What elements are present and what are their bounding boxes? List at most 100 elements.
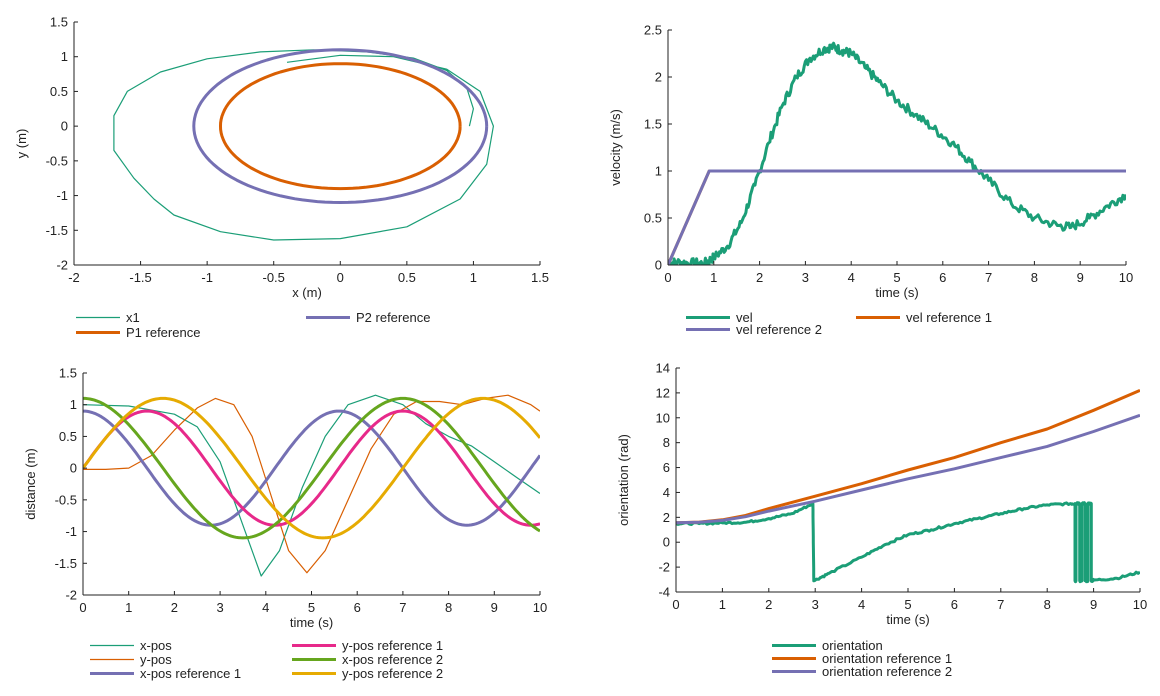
x-tick-label: -1.5: [129, 270, 151, 285]
x-tick-label: 0.5: [398, 270, 416, 285]
legend-item-1: x-pos: [90, 638, 172, 653]
y-tick-label: 10: [656, 410, 670, 425]
x-tick-label: 0: [672, 597, 679, 612]
x-tick-label: 2: [756, 270, 763, 285]
y-tick-label: 8: [663, 435, 670, 450]
x-tick-label: 2: [765, 597, 772, 612]
y-tick-label: -1: [65, 524, 77, 539]
x-tick-label: 9: [491, 600, 498, 615]
x-tick-label: 5: [904, 597, 911, 612]
legend-label: x-pos reference 2: [342, 652, 443, 667]
series-line-3: [192, 48, 489, 204]
x-axis-label: x (m): [292, 285, 322, 300]
legend-item-3: P2 reference: [306, 310, 430, 325]
x-tick-label: 4: [848, 270, 855, 285]
x-tick-label: 5: [308, 600, 315, 615]
x-tick-label: 7: [997, 597, 1004, 612]
legend-label: vel reference 1: [906, 310, 992, 325]
x-tick-label: 1: [125, 600, 132, 615]
series-group: [676, 389, 1140, 584]
x-tick-label: 10: [1119, 270, 1133, 285]
legend-item-1: x1: [76, 310, 140, 325]
x-tick-label: 1.5: [531, 270, 549, 285]
x-tick-label: 1: [470, 270, 477, 285]
x-axis-label: time (s): [875, 285, 918, 300]
y-axis-label: y (m): [14, 129, 29, 159]
y-tick-label: 1.5: [50, 15, 68, 30]
x-tick-label: 5: [893, 270, 900, 285]
y-tick-label: 1.5: [644, 117, 662, 132]
chart-vel: 0 1 2 3 4 5 6 7 8 9 10 0 0.5 1 1.5 2 2.5 time (s) velocity…: [608, 23, 1133, 338]
legend-item-6: y-pos reference 2: [292, 666, 443, 681]
y-tick-label: 6: [663, 460, 670, 475]
x-axis-label: time (s): [290, 615, 333, 630]
x-tick-label: 8: [445, 600, 452, 615]
chart-traj: -2 -1.5 -1 -0.5 0 0.5 1 1.5 -2 -1.5 -1 -0.5 0 0.5 1 1.5…: [14, 15, 549, 341]
x-tick-label: 3: [802, 270, 809, 285]
x-tick-label: -2: [68, 270, 80, 285]
x-tick-label: 2: [171, 600, 178, 615]
y-axis-label: orientation (rad): [616, 434, 631, 526]
series-line-2: [83, 394, 540, 574]
legend-label: P2 reference: [356, 310, 430, 325]
legend-item-1: orientation: [772, 638, 883, 653]
legend-item-1: vel: [686, 310, 753, 325]
series-line-3: [668, 169, 1126, 265]
x-tick-label: 0: [337, 270, 344, 285]
series-group: [83, 394, 540, 577]
x-tick-label: -0.5: [263, 270, 285, 285]
y-tick-label: 0: [663, 535, 670, 550]
y-tick-label: -2: [658, 560, 670, 575]
legend-label: x1: [126, 310, 140, 325]
legend-item-2: P1 reference: [76, 325, 200, 340]
y-tick-label: 0: [70, 461, 77, 476]
legend-label: y-pos reference 2: [342, 666, 443, 681]
x-tick-label: 1: [710, 270, 717, 285]
x-tick-label: 7: [399, 600, 406, 615]
x-tick-label: 10: [533, 600, 547, 615]
series-line-1: [668, 41, 1126, 265]
y-tick-label: 12: [656, 385, 670, 400]
x-tick-label: 0: [79, 600, 86, 615]
y-tick-label: -4: [658, 585, 670, 600]
y-tick-label: 0.5: [59, 429, 77, 444]
series-line-4: [83, 409, 540, 527]
series-line-2: [219, 62, 462, 191]
x-tick-label: 9: [1077, 270, 1084, 285]
y-tick-label: 2: [663, 510, 670, 525]
y-tick-label: 1: [655, 164, 662, 179]
y-tick-label: 0: [655, 258, 662, 273]
x-tick-label: 3: [216, 600, 223, 615]
legend-item-2: vel reference 1: [856, 310, 992, 325]
series-line-1: [676, 501, 1140, 584]
legend-label: orientation: [822, 638, 883, 653]
legend: vel vel reference 1 vel reference 2: [686, 310, 992, 337]
x-tick-label: 3: [812, 597, 819, 612]
y-tick-label: 1.5: [59, 366, 77, 381]
y-tick-label: -0.5: [55, 492, 77, 507]
legend-item-2: y-pos: [90, 652, 172, 667]
chart-dist: 0 1 2 3 4 5 6 7 8 9 10 -2 -1.5 -1 -0.5 0 0.5 1 1.5 time (s)…: [23, 366, 547, 682]
legend-item-4: y-pos reference 1: [292, 638, 443, 653]
y-tick-label: -0.5: [46, 153, 68, 168]
y-axis-label: distance (m): [23, 448, 38, 520]
y-tick-label: 0.5: [644, 211, 662, 226]
y-tick-label: 14: [656, 361, 670, 376]
x-tick-label: 8: [1044, 597, 1051, 612]
y-tick-label: 1: [61, 49, 68, 64]
series-group: [668, 41, 1126, 265]
series-line-2: [668, 169, 1126, 265]
legend-item-3: orientation reference 2: [772, 664, 952, 679]
legend-item-5: x-pos reference 2: [292, 652, 443, 667]
legend-label: orientation reference 1: [822, 651, 952, 666]
series-group: [113, 48, 494, 241]
legend-label: x-pos: [140, 638, 172, 653]
series-line-1: [113, 49, 494, 241]
x-tick-label: 6: [951, 597, 958, 612]
legend-item-2: orientation reference 1: [772, 651, 952, 666]
legend-label: x-pos reference 1: [140, 666, 241, 681]
y-tick-label: -2: [56, 258, 68, 273]
x-tick-label: 8: [1031, 270, 1038, 285]
series-line-3: [83, 409, 540, 527]
